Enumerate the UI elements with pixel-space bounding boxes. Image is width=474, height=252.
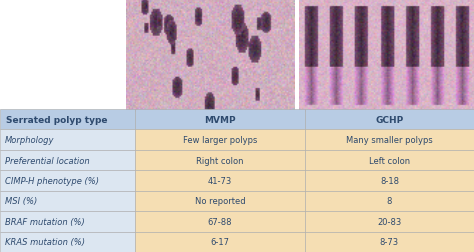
Bar bbox=[305, 110, 474, 130]
Bar bbox=[305, 150, 474, 171]
Bar bbox=[305, 211, 474, 232]
Bar bbox=[135, 191, 305, 211]
Text: KRAS mutation (%): KRAS mutation (%) bbox=[5, 237, 85, 246]
Text: GCHP: GCHP bbox=[375, 115, 403, 124]
Text: 6-17: 6-17 bbox=[210, 237, 229, 246]
Bar bbox=[0, 110, 135, 130]
Bar bbox=[135, 150, 305, 171]
Text: Right colon: Right colon bbox=[196, 156, 244, 165]
Bar bbox=[305, 171, 474, 191]
Text: MVMP: MVMP bbox=[204, 115, 236, 124]
Text: Morphology: Morphology bbox=[5, 136, 54, 145]
Text: Left colon: Left colon bbox=[369, 156, 410, 165]
Bar bbox=[0, 232, 135, 252]
Bar bbox=[0, 191, 135, 211]
Bar bbox=[135, 130, 305, 150]
Text: 20-83: 20-83 bbox=[377, 217, 401, 226]
Text: Many smaller polyps: Many smaller polyps bbox=[346, 136, 433, 145]
Text: No reported: No reported bbox=[195, 197, 245, 206]
Text: 8-18: 8-18 bbox=[380, 176, 399, 185]
Text: MSI (%): MSI (%) bbox=[5, 197, 37, 206]
Text: Serrated polyp type: Serrated polyp type bbox=[6, 115, 107, 124]
Bar bbox=[0, 150, 135, 171]
Text: CIMP-H phenotype (%): CIMP-H phenotype (%) bbox=[5, 176, 99, 185]
Bar bbox=[135, 232, 305, 252]
Text: Preferential location: Preferential location bbox=[5, 156, 90, 165]
Text: 67-88: 67-88 bbox=[208, 217, 232, 226]
Text: 8: 8 bbox=[387, 197, 392, 206]
Text: BRAF mutation (%): BRAF mutation (%) bbox=[5, 217, 84, 226]
Bar bbox=[135, 211, 305, 232]
Bar bbox=[0, 171, 135, 191]
Bar bbox=[305, 191, 474, 211]
Bar bbox=[0, 211, 135, 232]
Bar bbox=[135, 171, 305, 191]
Text: 41-73: 41-73 bbox=[208, 176, 232, 185]
Bar bbox=[305, 130, 474, 150]
Bar bbox=[305, 232, 474, 252]
Text: Few larger polyps: Few larger polyps bbox=[183, 136, 257, 145]
Bar bbox=[0, 130, 135, 150]
Bar bbox=[135, 110, 305, 130]
Text: 8-73: 8-73 bbox=[380, 237, 399, 246]
